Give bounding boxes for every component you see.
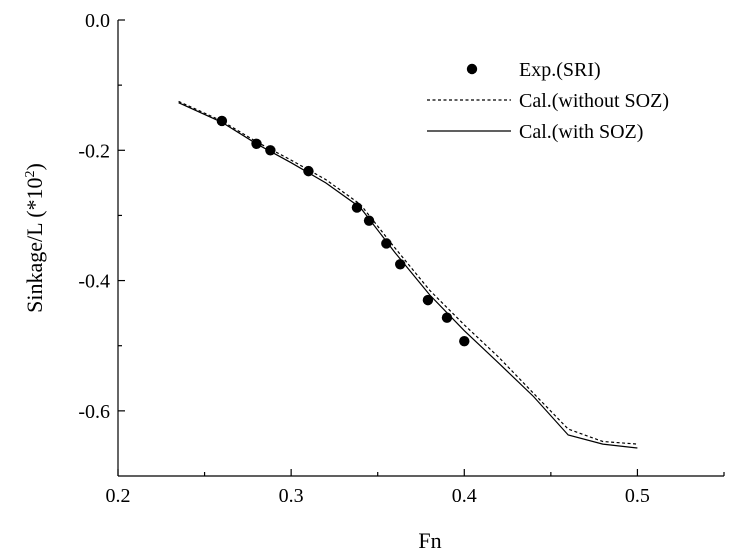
- data-point-exp: [422, 294, 434, 306]
- y-tick-label: 0.0: [85, 10, 110, 32]
- legend: Exp.(SRI) Cal.(without SOZ) Cal.(with SOZ): [427, 59, 669, 143]
- y-tick-label: -0.2: [78, 140, 110, 162]
- x-axis-label: Fn: [418, 528, 441, 553]
- axes-frame: [117, 20, 724, 477]
- series-layer: [178, 100, 638, 449]
- y-axis-label: Sinkage/L (*102): [22, 163, 47, 313]
- series-line-with-soz: [178, 102, 638, 449]
- axis-ticks: 0.2 0.3 0.4 0.5 0.0 -0.2 -0.4 -0.6: [78, 10, 725, 507]
- legend-label: Cal.(with SOZ): [519, 121, 643, 143]
- legend-marker-exp: [466, 63, 478, 75]
- data-point-exp: [459, 335, 470, 347]
- x-tick-label: 0.2: [106, 485, 131, 507]
- legend-label: Cal.(without SOZ): [519, 90, 669, 112]
- data-point-exp: [441, 312, 453, 323]
- legend-label: Exp.(SRI): [519, 59, 601, 81]
- y-tick-label: -0.6: [78, 401, 110, 423]
- x-tick-label: 0.5: [625, 485, 650, 507]
- series-line-without-soz: [178, 100, 638, 445]
- x-tick-label: 0.4: [452, 485, 477, 507]
- data-point-exp: [351, 202, 363, 213]
- y-tick-label: -0.4: [78, 271, 110, 293]
- x-tick-label: 0.3: [279, 485, 304, 507]
